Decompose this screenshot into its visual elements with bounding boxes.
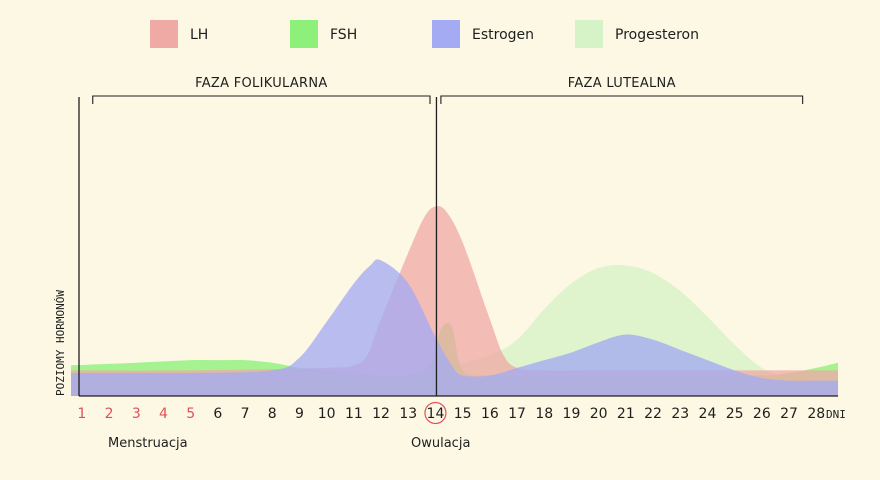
x-tick-label: 23 (671, 406, 689, 422)
x-tick-label: 9 (295, 406, 304, 422)
legend: LH FSH Estrogen Progesteron (150, 20, 699, 48)
y-axis-label: POZIOMY HORMONÓW (54, 290, 67, 396)
phase-bracket-faza-folikularna (92, 95, 431, 104)
x-tick-label: 2 (105, 406, 114, 422)
x-tick-label: 18 (535, 406, 553, 422)
menstruation-annotation: Menstruacja (108, 436, 188, 451)
legend-swatch-estrogen (432, 20, 460, 48)
phase-brackets: FAZA FOLIKULARNA FAZA LUTEALNA (92, 76, 804, 104)
x-tick-label: 17 (508, 406, 526, 422)
x-tick-label: 25 (726, 406, 744, 422)
phase-bracket-faza-lutealna (440, 95, 804, 104)
legend-label-lh: LH (190, 27, 208, 43)
x-tick-label: 12 (372, 406, 390, 422)
legend-label-fsh: FSH (330, 27, 357, 43)
x-tick-label: 26 (753, 406, 771, 422)
x-tick-label: 28 (807, 406, 825, 422)
legend-swatch-fsh (290, 20, 318, 48)
x-tick-label: 6 (213, 406, 222, 422)
phase-label-faza-lutealna: FAZA LUTEALNA (568, 76, 676, 91)
x-tick-label: 27 (780, 406, 798, 422)
x-tick-label: 11 (345, 406, 363, 422)
ovulation-marks (424, 97, 447, 425)
x-tick-label: 22 (644, 406, 662, 422)
x-tick-label: 4 (159, 406, 168, 422)
legend-swatch-lh (150, 20, 178, 48)
series-area-estrogen (71, 259, 838, 396)
x-tick-label: 7 (241, 406, 250, 422)
x-tick-label: 5 (186, 406, 195, 422)
x-tick-label: 14 (427, 406, 445, 422)
x-tick-label: 21 (617, 406, 635, 422)
legend-label-progesteron: Progesteron (615, 27, 699, 43)
x-tick-label: 16 (481, 406, 499, 422)
x-tick-label: 1 (77, 406, 86, 422)
x-tick-label: 10 (318, 406, 336, 422)
x-tick-label: 19 (563, 406, 581, 422)
ovulation-day-circle (424, 401, 447, 425)
x-tick-label: 3 (132, 406, 141, 422)
x-tick-label: 8 (268, 406, 277, 422)
legend-label-estrogen: Estrogen (472, 27, 534, 43)
x-axis-label: DNI (826, 408, 846, 421)
x-tick-label: 15 (454, 406, 472, 422)
legend-swatch-progesteron (575, 20, 603, 48)
x-tick-label: 13 (399, 406, 417, 422)
phase-label-faza-folikularna: FAZA FOLIKULARNA (195, 76, 327, 91)
axes: POZIOMY HORMONÓW DNI (54, 97, 846, 421)
x-tick-labels: 1 2 3 4 5 6 7 8 9 10 11 12 13 14 15 16 17 18 19 20 21 22 23 24 2… (77, 406, 825, 422)
x-tick-label: 24 (699, 406, 717, 422)
ovulation-annotation: Owulacja (411, 436, 470, 451)
series-areas (71, 206, 838, 396)
series-area-lh (71, 206, 838, 396)
x-tick-label: 20 (590, 406, 608, 422)
